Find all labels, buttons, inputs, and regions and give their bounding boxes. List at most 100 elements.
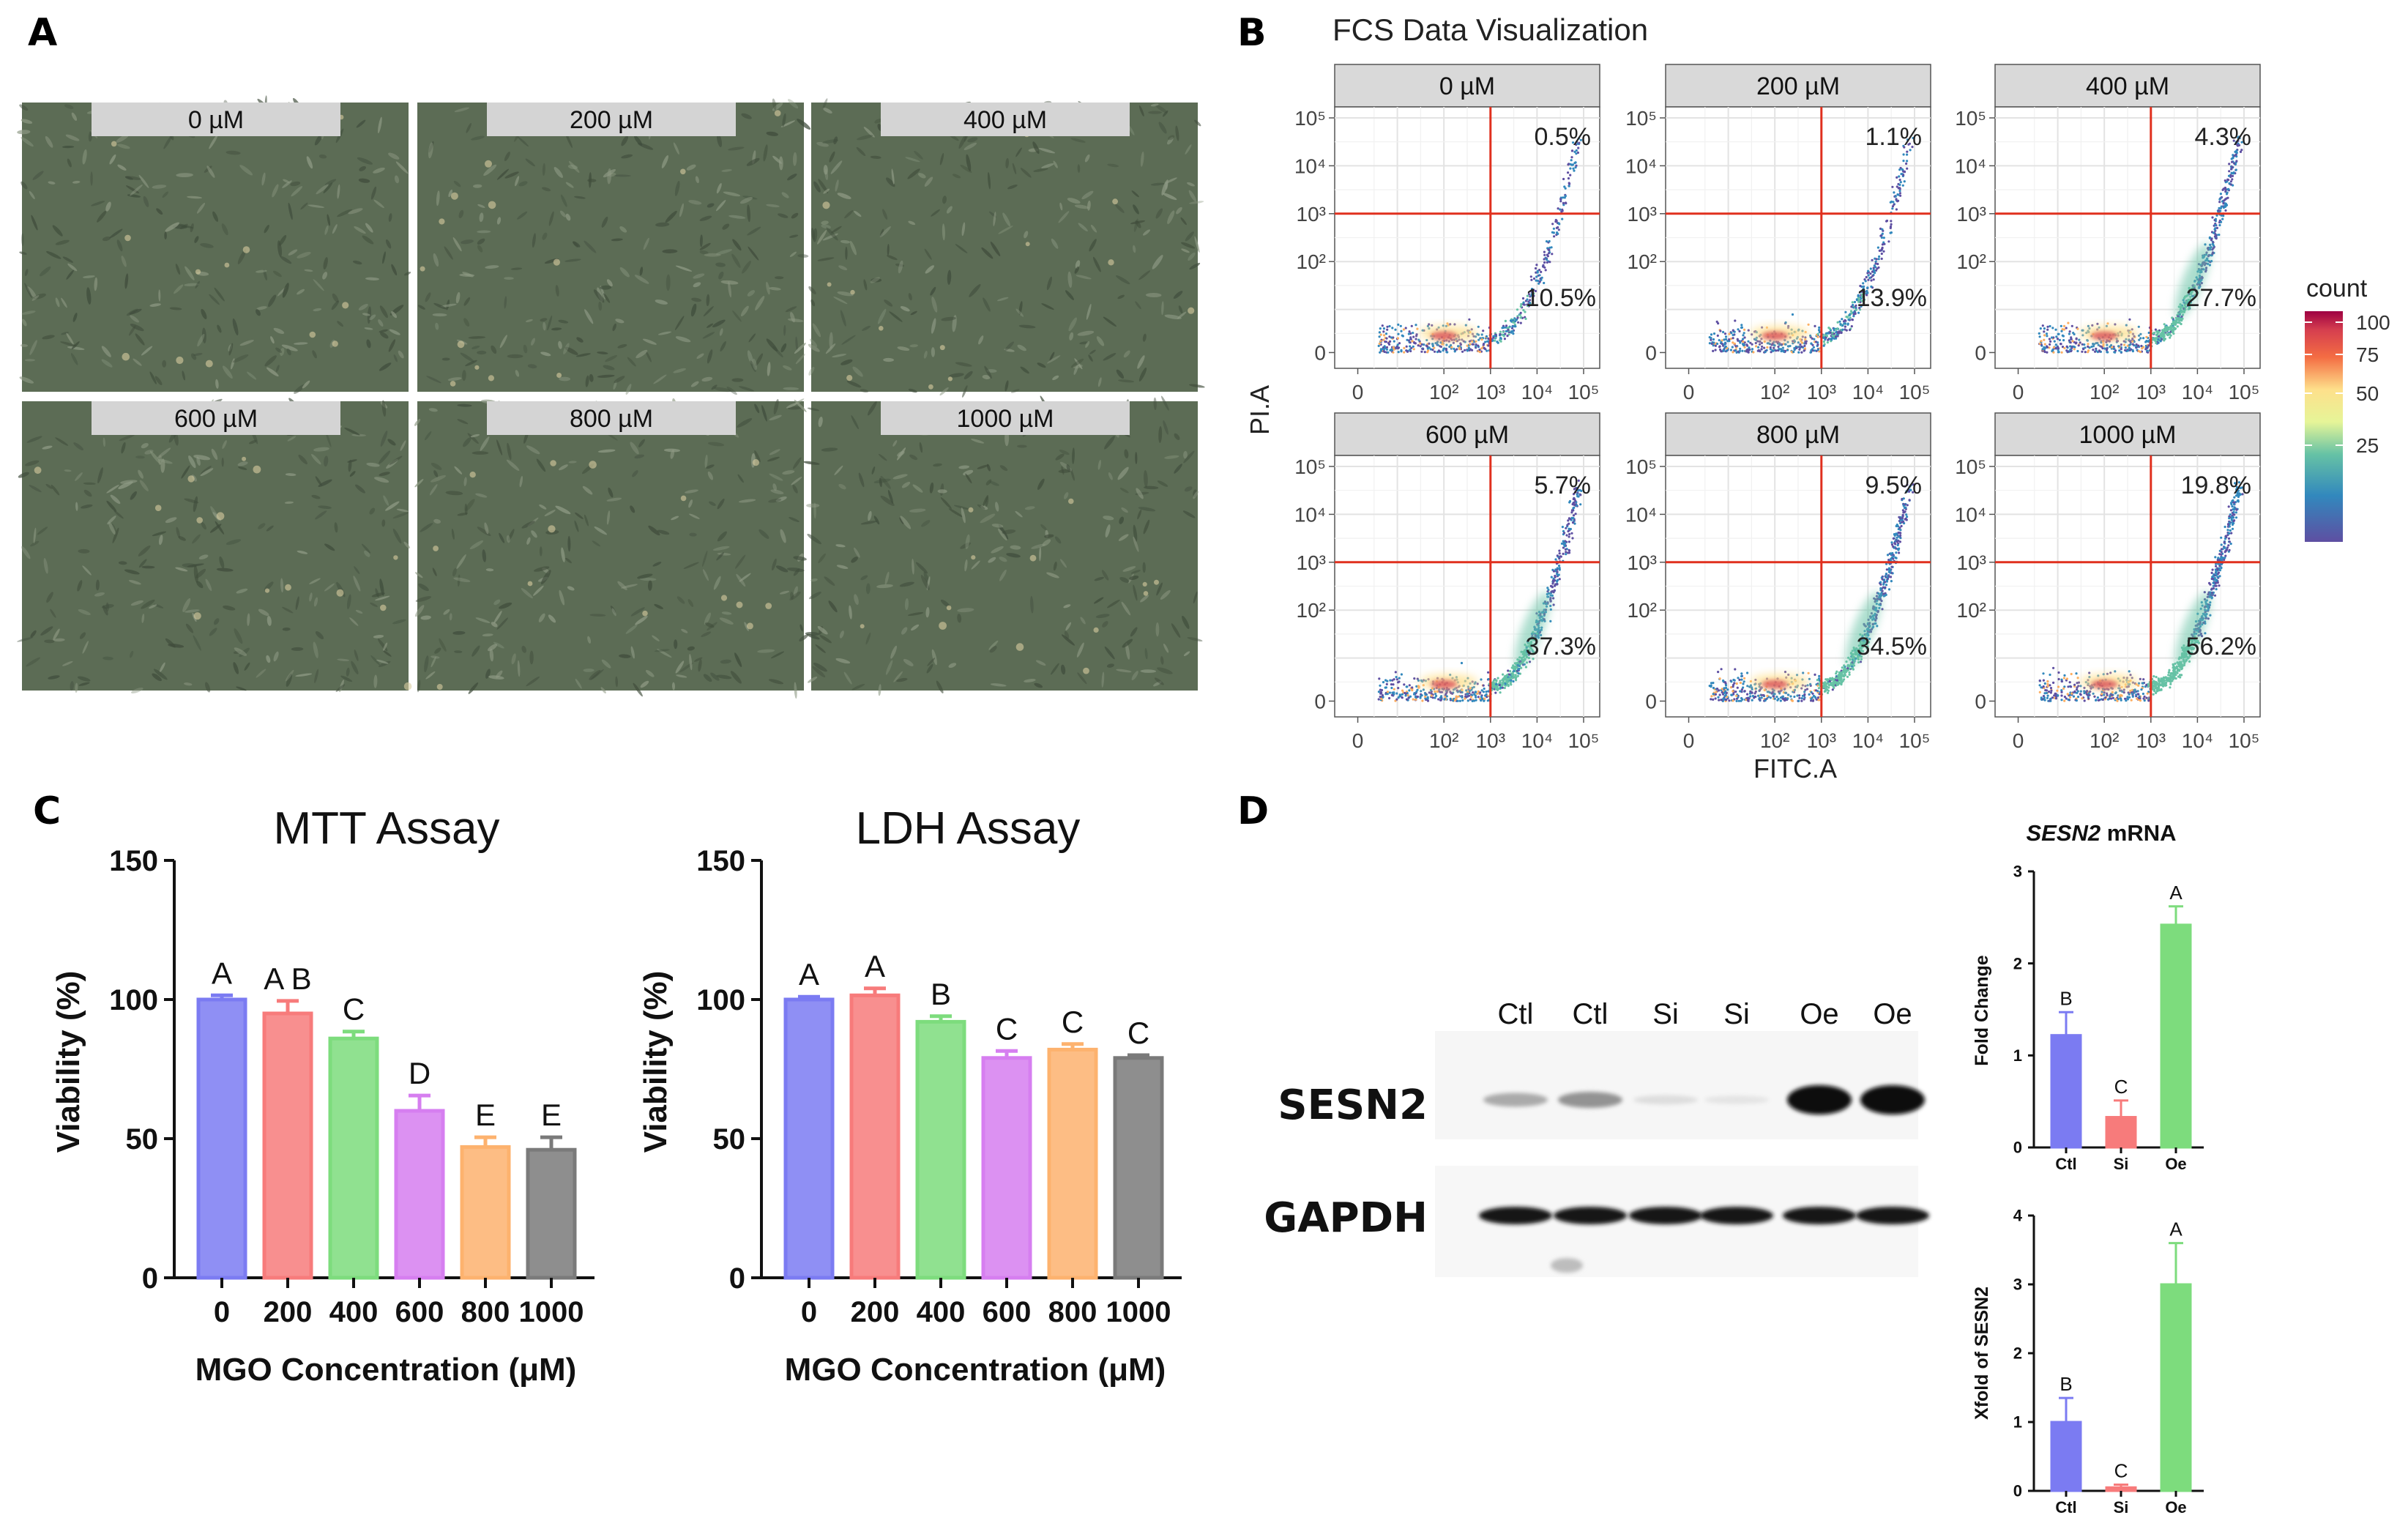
cell-mark	[144, 450, 154, 455]
cell-event	[1538, 269, 1541, 272]
cell-mark	[914, 150, 923, 160]
cell-mark	[1114, 204, 1125, 213]
cell-mark	[806, 503, 820, 508]
cell-event	[1402, 328, 1405, 331]
cell-event	[1388, 696, 1391, 700]
cell-event	[2057, 346, 2060, 349]
cell-mark	[463, 297, 471, 306]
cell-mark	[739, 196, 753, 204]
cell-event	[2219, 193, 2222, 196]
cell-event	[1471, 340, 1474, 343]
cell-mark	[391, 311, 398, 319]
cell-mark	[982, 375, 991, 379]
cell-event	[1472, 691, 1475, 694]
cell-mark	[67, 346, 85, 351]
cell-mark	[689, 653, 693, 671]
cell-mark	[635, 349, 648, 359]
cell-mark	[1116, 669, 1132, 673]
cell-mark	[139, 480, 149, 491]
cell-mark	[603, 169, 616, 178]
cell-mark	[1059, 559, 1067, 568]
cell-mark	[559, 210, 567, 217]
cell-event	[1558, 557, 1561, 560]
cell-mark	[1077, 672, 1087, 685]
cell-event	[1567, 163, 1570, 166]
cell-mark	[1125, 642, 1130, 660]
cell-mark	[517, 211, 528, 220]
cell-mark	[904, 598, 909, 611]
cell-mark	[61, 297, 67, 308]
cell-event	[1413, 677, 1416, 680]
cell-mark	[482, 549, 487, 562]
cell-mark	[1160, 589, 1171, 600]
cell-event	[1389, 679, 1392, 682]
cell-mark	[297, 289, 305, 295]
cell-event	[2046, 328, 2049, 331]
cell-mark	[688, 499, 693, 508]
cell-event	[2180, 319, 2183, 322]
rounded-cell	[1093, 627, 1099, 633]
cell-event	[1751, 694, 1754, 698]
cell-mark	[655, 299, 668, 305]
cell-mark	[337, 184, 340, 199]
cell-mark	[282, 606, 294, 614]
cell-mark	[772, 558, 777, 571]
cell-mark	[373, 674, 378, 688]
cell-mark	[414, 419, 421, 426]
cell-event	[1468, 347, 1471, 350]
cell-mark	[521, 521, 535, 529]
cell-mark	[298, 454, 307, 465]
cell-mark	[300, 202, 308, 210]
cell-event	[1747, 329, 1750, 332]
cell-event	[1569, 163, 1572, 165]
cell-mark	[926, 576, 931, 590]
cell-mark	[769, 414, 782, 421]
cell-mark	[711, 384, 717, 390]
cell-mark	[787, 406, 803, 410]
cell-event	[1509, 319, 1513, 322]
cell-mark	[635, 616, 648, 625]
cell-mark	[805, 631, 820, 636]
cell-event	[1715, 320, 1718, 323]
cell-mark	[447, 377, 462, 382]
cell-event	[1865, 275, 1868, 279]
cell-event	[1822, 344, 1825, 347]
cell-mark	[233, 662, 239, 674]
cell-mark	[1080, 617, 1086, 625]
cell-mark	[788, 99, 799, 109]
cell-event	[1496, 685, 1499, 688]
cell-event	[1477, 338, 1480, 341]
cell-event	[1844, 325, 1846, 328]
cell-event	[1556, 580, 1559, 583]
cell-event	[1409, 345, 1412, 348]
cell-mark	[1070, 469, 1075, 481]
cell-mark	[141, 614, 145, 623]
cell-event	[2057, 332, 2060, 335]
cell-mark	[1005, 157, 1010, 168]
cell-mark	[487, 644, 498, 652]
cell-mark	[645, 669, 655, 677]
cell-mark	[272, 184, 279, 198]
cell-mark	[379, 578, 384, 596]
cell-event	[1449, 697, 1452, 700]
cell-event	[1891, 207, 1894, 210]
cell-mark	[109, 228, 123, 239]
cell-event	[1572, 502, 1575, 505]
cell-mark	[615, 319, 625, 324]
cell-mark	[209, 294, 220, 305]
cell-mark	[782, 113, 786, 127]
cell-mark	[1188, 252, 1196, 261]
cell-mark	[1156, 582, 1163, 596]
cell-event	[1574, 166, 1577, 169]
cell-event	[2060, 330, 2063, 332]
cell-event	[1742, 343, 1745, 347]
cell-mark	[843, 671, 852, 685]
cell-mark	[643, 237, 649, 250]
rounded-cell	[122, 352, 130, 361]
cell-event	[1387, 342, 1390, 345]
cell-mark	[1167, 210, 1175, 225]
cell-mark	[988, 557, 996, 563]
cell-event	[1436, 341, 1439, 345]
cell-mark	[1187, 182, 1195, 187]
cell-event	[1464, 697, 1466, 700]
